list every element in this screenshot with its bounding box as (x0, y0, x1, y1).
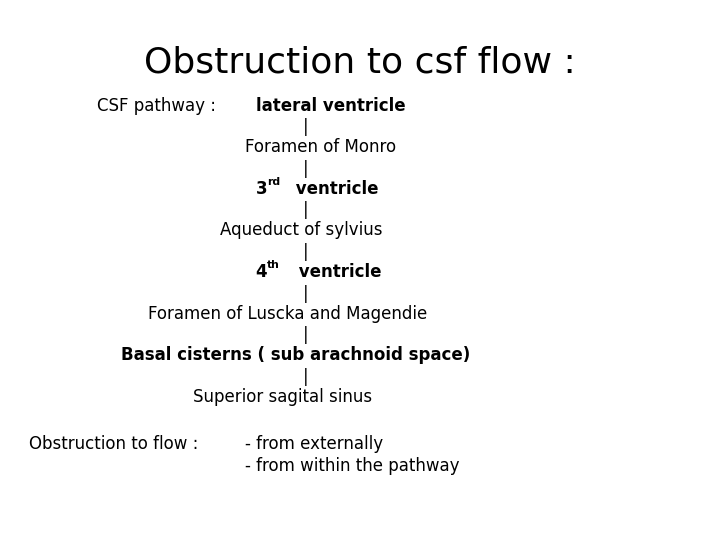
Text: 3: 3 (256, 180, 267, 198)
Text: Basal cisterns ( sub arachnoid space): Basal cisterns ( sub arachnoid space) (121, 346, 470, 364)
Text: |: | (302, 118, 308, 136)
Text: ventricle: ventricle (293, 263, 382, 281)
Text: |: | (302, 326, 308, 344)
Text: Foramen of Monro: Foramen of Monro (245, 138, 396, 156)
Text: lateral ventricle: lateral ventricle (256, 97, 405, 114)
Text: - from within the pathway: - from within the pathway (245, 457, 459, 475)
Text: 4: 4 (256, 263, 267, 281)
Text: Superior sagital sinus: Superior sagital sinus (193, 388, 372, 406)
Text: |: | (302, 160, 308, 178)
Text: |: | (302, 368, 308, 386)
Text: ventricle: ventricle (290, 180, 379, 198)
Text: Obstruction to flow :: Obstruction to flow : (29, 435, 198, 453)
Text: Foramen of Luscka and Magendie: Foramen of Luscka and Magendie (148, 305, 427, 322)
Text: rd: rd (267, 177, 280, 187)
Text: |: | (302, 243, 308, 261)
Text: Obstruction to csf flow :: Obstruction to csf flow : (144, 46, 576, 80)
Text: Aqueduct of sylvius: Aqueduct of sylvius (220, 221, 382, 239)
Text: CSF pathway :: CSF pathway : (97, 97, 216, 114)
Text: |: | (302, 201, 308, 219)
Text: th: th (267, 260, 280, 271)
Text: |: | (302, 285, 308, 302)
Text: - from externally: - from externally (245, 435, 383, 453)
